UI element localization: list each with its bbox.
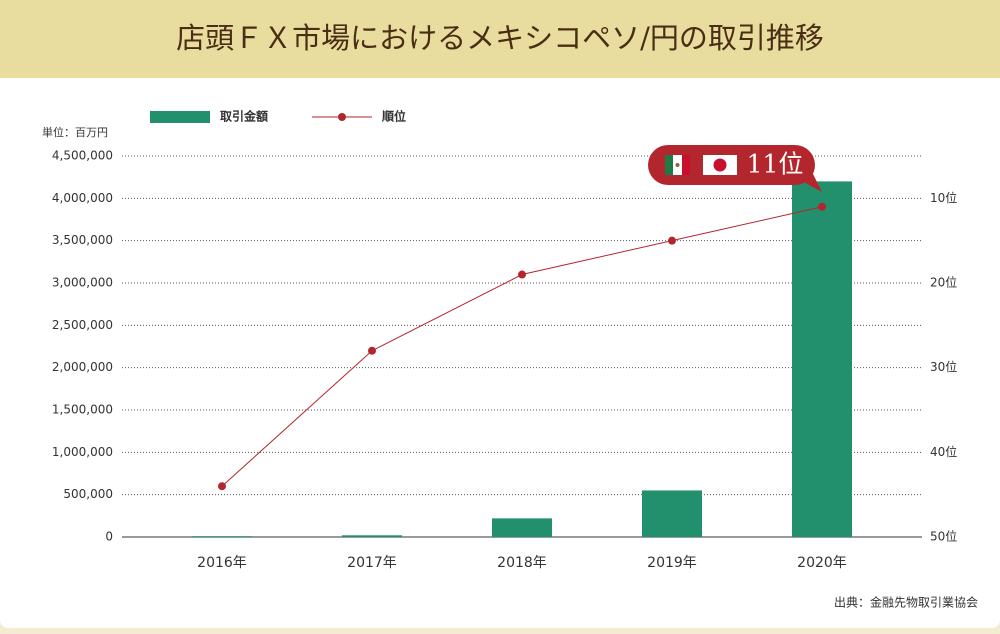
- annotation-text: 11位: [747, 150, 804, 179]
- y-unit: 単位：百万円: [42, 125, 108, 139]
- y2-tick-label: 10位: [930, 190, 957, 205]
- y2-tick-label: 40位: [930, 444, 957, 459]
- legend-label: 取引金額: [220, 109, 268, 124]
- y-tick-label: 0: [105, 530, 113, 544]
- y-tick-label: 4,500,000: [52, 149, 113, 163]
- rank-point: [218, 482, 226, 491]
- rank-point: [668, 236, 676, 245]
- bar: [192, 536, 252, 537]
- flag-mexico-red: [682, 155, 690, 175]
- rank-point: [368, 346, 376, 355]
- plot: 0 500,000 1,000,000 1,500,000 2,000,000 2,500…: [52, 149, 957, 572]
- legend-swatch: [150, 111, 210, 123]
- chart-title: 店頭ＦＸ市場におけるメキシコペソ/円の取引推移: [176, 21, 824, 55]
- source: 出典：金融先物取引業協会: [834, 595, 978, 610]
- header-band: [0, 0, 1000, 78]
- y-tick-label: 3,500,000: [52, 233, 113, 247]
- x-tick-label: 2017年: [347, 555, 397, 571]
- y2-tick-label: 20位: [930, 275, 957, 290]
- flag-japan-sun: [713, 158, 727, 172]
- annotation: 11位: [648, 145, 822, 192]
- x-tick-label: 2018年: [497, 555, 547, 571]
- legend-swatch-point: [338, 113, 346, 121]
- y-tick-label: 2,500,000: [52, 318, 113, 332]
- y2-tick-label: 30位: [930, 359, 957, 374]
- y-tick-label: 500,000: [63, 487, 113, 501]
- y-tick-label: 1,500,000: [52, 403, 113, 417]
- x-tick-label: 2016年: [197, 555, 247, 571]
- flag-mexico-emblem: [675, 163, 680, 167]
- y2-tick-label: 50位: [930, 529, 957, 544]
- bar: [492, 518, 552, 537]
- card-top: [0, 78, 1000, 98]
- flag-mexico-green: [665, 155, 673, 175]
- rank-point: [518, 270, 526, 279]
- x-tick-label: 2020年: [797, 555, 847, 571]
- y-tick-label: 1,000,000: [52, 445, 113, 459]
- legend-label: 順位: [381, 109, 406, 124]
- y-tick-label: 2,000,000: [52, 360, 113, 374]
- y-tick-label: 3,000,000: [52, 276, 113, 290]
- legend: 取引金額 順位: [150, 109, 406, 124]
- annotation-tail: [800, 172, 822, 192]
- bar: [342, 535, 402, 537]
- x-tick-label: 2019年: [647, 555, 697, 571]
- y-tick-label: 4,000,000: [52, 191, 113, 205]
- card: [0, 78, 1000, 628]
- bar: [642, 490, 702, 537]
- rank-point: [818, 202, 826, 211]
- bar: [792, 181, 852, 537]
